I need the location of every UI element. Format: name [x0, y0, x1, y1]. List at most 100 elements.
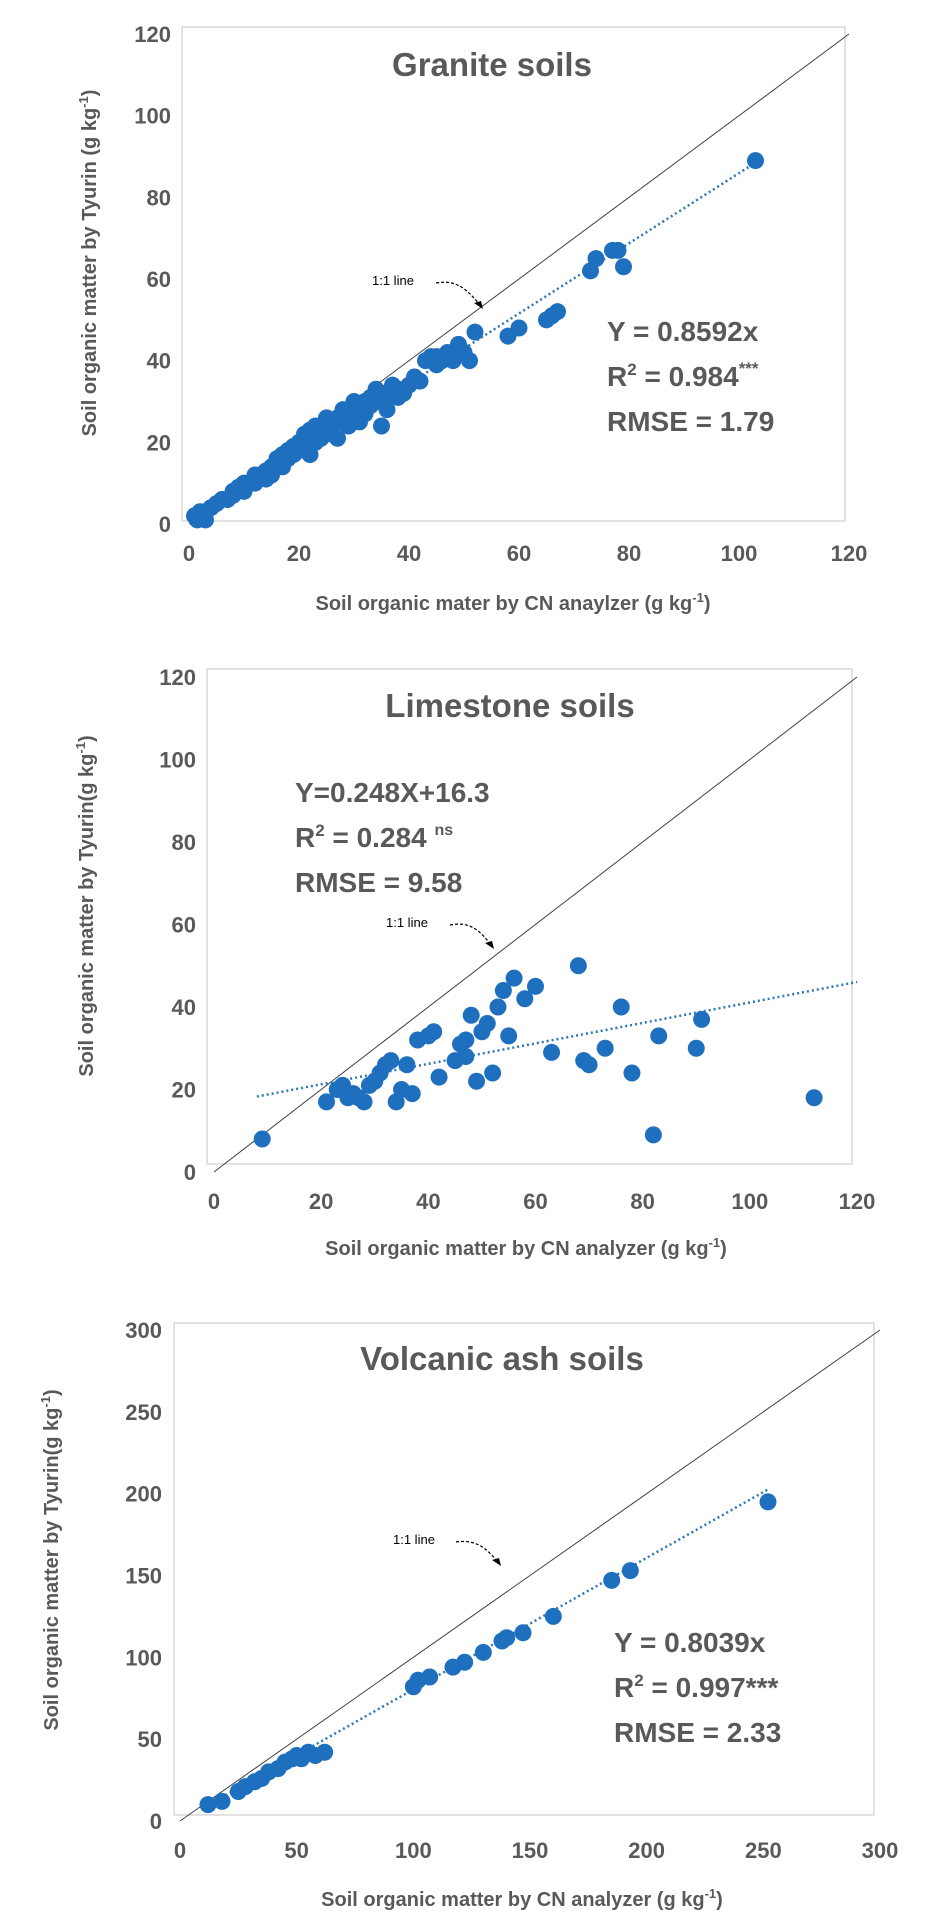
data-point [468, 1072, 486, 1090]
data-point [457, 1031, 475, 1049]
x-tick-label: 20 [309, 1189, 333, 1214]
y-tick-label: 120 [134, 22, 171, 47]
chart-panel-volcanic: 0 50 100 150 200 250 300 0 50 100 150 200 250 300 Vol… [38, 1318, 898, 1911]
r-squared-value: = 0.284 [325, 822, 435, 853]
y-tick-label: 80 [172, 830, 196, 855]
ref-line-arrowhead [474, 301, 483, 309]
data-point [805, 1089, 823, 1107]
data-point [612, 998, 630, 1016]
x-tick-label: 120 [839, 1189, 876, 1214]
r-squared-prefix: R [614, 1672, 634, 1703]
data-point [569, 957, 587, 975]
data-point [609, 241, 627, 259]
y-tick-label: 50 [138, 1727, 162, 1752]
r-squared: R2 = 0.997*** [614, 1671, 778, 1703]
data-point [498, 1629, 516, 1647]
x-tick-label: 40 [416, 1189, 440, 1214]
data-point [329, 429, 346, 447]
x-tick-label: 250 [745, 1838, 782, 1863]
x-tick-label: 60 [507, 541, 531, 566]
r-squared-value: = 0.997*** [644, 1672, 779, 1703]
ref-line-arrowhead [485, 941, 494, 949]
data-point [398, 1056, 416, 1074]
x-axis-title: Soil organic matter by CN analyzer (g kg… [321, 1886, 723, 1911]
y-tick-label: 60 [147, 267, 171, 292]
y-tick-label: 60 [172, 913, 196, 938]
chart-title: Volcanic ash soils [360, 1340, 644, 1377]
data-point [505, 969, 523, 987]
ref-line-label: 1:1 line [372, 273, 414, 288]
r-squared-value: = 0.984 [637, 361, 739, 392]
data-point [484, 1064, 502, 1082]
data-point [457, 1048, 475, 1065]
data-point [462, 1006, 480, 1024]
data-point [621, 1562, 639, 1580]
x-tick-label: 60 [523, 1189, 547, 1214]
ref-line-arrowhead [492, 1558, 501, 1566]
x-tick-label: 80 [630, 1189, 654, 1214]
data-point [747, 152, 764, 170]
data-point [644, 1126, 662, 1144]
y-axis-title: Soil organic matter by Tyurin (g kg-1) [76, 90, 101, 437]
data-point [623, 1064, 641, 1082]
data-point [587, 250, 605, 268]
data-point [489, 998, 507, 1016]
r-squared-sup: 2 [627, 360, 636, 379]
data-point [421, 1668, 439, 1686]
data-point [373, 417, 390, 435]
rmse-value: RMSE = 2.33 [614, 1717, 781, 1748]
y-tick-label: 0 [184, 1160, 196, 1185]
data-point [213, 1792, 231, 1810]
r-squared-prefix: R [607, 361, 627, 392]
data-point [456, 1653, 474, 1671]
x-tick-label: 80 [617, 541, 641, 566]
data-point [514, 1624, 532, 1642]
r-squared-sup: 2 [315, 821, 324, 840]
data-point [650, 1027, 668, 1045]
r-squared: R2 = 0.284 ns [295, 821, 453, 853]
data-point [253, 1130, 271, 1148]
r-squared-prefix: R [295, 822, 315, 853]
x-tick-label: 100 [395, 1838, 432, 1863]
x-tick-label: 50 [284, 1838, 308, 1863]
x-tick-label: 20 [287, 541, 311, 566]
x-axis-title: Soil organic matter by CN analyzer (g kg… [325, 1235, 727, 1260]
rmse-value: RMSE = 9.58 [295, 867, 462, 898]
y-tick-label: 20 [172, 1078, 196, 1103]
y-tick-label: 40 [172, 995, 196, 1020]
chart-panel-granite: 0 20 40 60 80 100 120 0 20 40 60 80 100 120 Granite s… [76, 22, 867, 615]
chart-title: Limestone soils [385, 687, 634, 724]
r-squared: R2 = 0.984*** [607, 359, 759, 392]
x-tick-label: 200 [628, 1838, 665, 1863]
ref-line-label: 1:1 line [393, 1532, 435, 1547]
ref-line-label: 1:1 line [386, 915, 428, 930]
y-tick-label: 250 [125, 1400, 162, 1425]
plot-area-border [206, 668, 853, 1165]
data-point [596, 1039, 614, 1057]
regression-equation: Y = 0.8592x [607, 316, 759, 347]
data-point [759, 1493, 777, 1511]
y-tick-label: 200 [125, 1482, 162, 1507]
data-point [382, 1052, 400, 1070]
x-tick-label: 150 [512, 1838, 549, 1863]
significance: ns [434, 822, 453, 839]
y-tick-label: 100 [159, 748, 196, 773]
x-tick-label: 0 [174, 1838, 186, 1863]
y-axis-title: Soil organic matter by Tyurin(g kg-1) [73, 735, 98, 1076]
regression-equation: Y=0.248X+16.3 [295, 777, 490, 808]
data-point [615, 258, 632, 276]
x-axis-title: Soil organic mater by CN anaylzer (g kg-… [315, 590, 710, 615]
y-tick-label: 0 [159, 512, 171, 537]
data-point [378, 401, 396, 419]
rmse-value: RMSE = 1.79 [607, 406, 774, 437]
data-point [411, 372, 429, 390]
data-point [580, 1056, 598, 1074]
data-point [425, 1023, 443, 1041]
plot-area-border [173, 1322, 875, 1816]
data-point [430, 1068, 448, 1086]
x-tick-label: 0 [183, 541, 195, 566]
y-tick-label: 40 [147, 349, 171, 374]
y-tick-label: 120 [159, 665, 196, 690]
data-point [549, 303, 566, 321]
data-point [544, 1607, 562, 1625]
